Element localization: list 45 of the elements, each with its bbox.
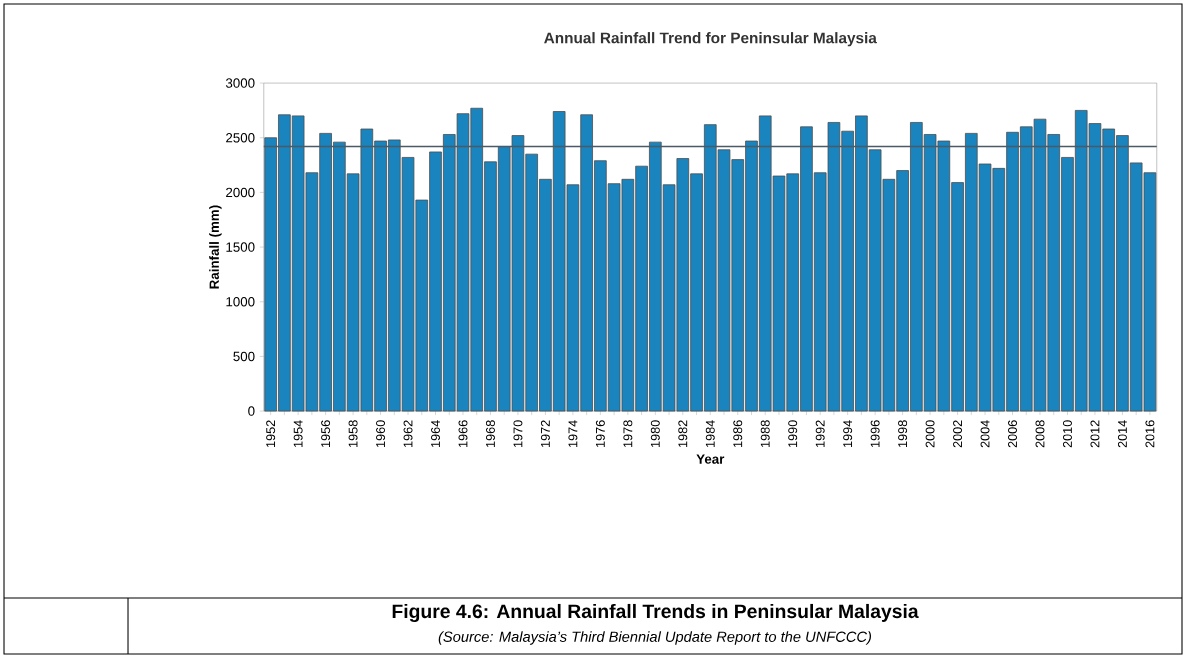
x-axis-title: Year [696,454,725,464]
x-tick-label: 1978 [623,420,633,448]
x-tick-label: 2000 [925,420,935,448]
x-tick-label: 1990 [788,420,798,448]
x-tick-label: 2010 [1062,420,1072,448]
x-tick-label: 1956 [321,420,331,448]
x-tick-label: 1984 [705,420,715,448]
x-tick-label: 1972 [540,420,550,448]
y-tick-label: 2000 [226,187,255,198]
x-tick-label: 1960 [376,420,386,448]
x-tick-label: 1994 [843,420,853,448]
y-tick-label: 1000 [226,297,255,307]
x-tick-label: 2012 [1090,420,1100,448]
x-tick-label: 1966 [458,420,468,448]
x-tick-label: 1986 [733,420,743,448]
x-tick-label: 1954 [293,420,303,448]
y-axis-title: Rainfall (mm) [209,205,222,289]
x-tick-label: 1958 [348,420,358,448]
x-tick-label: 1952 [266,420,276,448]
x-tick-label: 1998 [898,420,908,448]
x-tick-label: 2002 [953,420,963,448]
x-tick-label: 2004 [980,420,990,448]
x-tick-label: 2016 [1145,420,1155,448]
y-tick-label: 3000 [225,78,255,88]
x-tick-label: 2006 [1008,420,1018,448]
y-tick-label: 1500 [226,242,255,252]
x-tick-label: 1980 [650,420,660,448]
x-tick-label: 1970 [513,420,523,448]
x-tick-label: 1992 [815,420,825,448]
y-tick-label: 500 [233,351,255,362]
x-tick-label: 1988 [760,420,770,448]
x-tick-label: 1964 [431,420,440,448]
caption: Figure 4.6: Annual Rainfall Trends in Peninsular Malaysia [392,603,919,623]
x-tick-label: 2008 [1035,420,1045,448]
x-tick-label: 1962 [403,420,413,448]
x-tick-label: 1982 [678,420,688,448]
text: (Source: Malaysia’s Third Biennial Update Report to the UNFCCC) [438,631,872,645]
x-tick-label: 1968 [485,420,495,448]
x-tick-label: 1976 [595,420,605,448]
x-tick-label: 1996 [870,420,880,448]
x-tick-label: 1974 [568,420,578,448]
x-tick-label: 2014 [1117,420,1127,448]
chart-title: Annual Rainfall Trend for Peninsular Malaysia [544,32,877,47]
y-tick-label: 0 [248,406,255,416]
y-tick-label: 2500 [226,133,255,143]
